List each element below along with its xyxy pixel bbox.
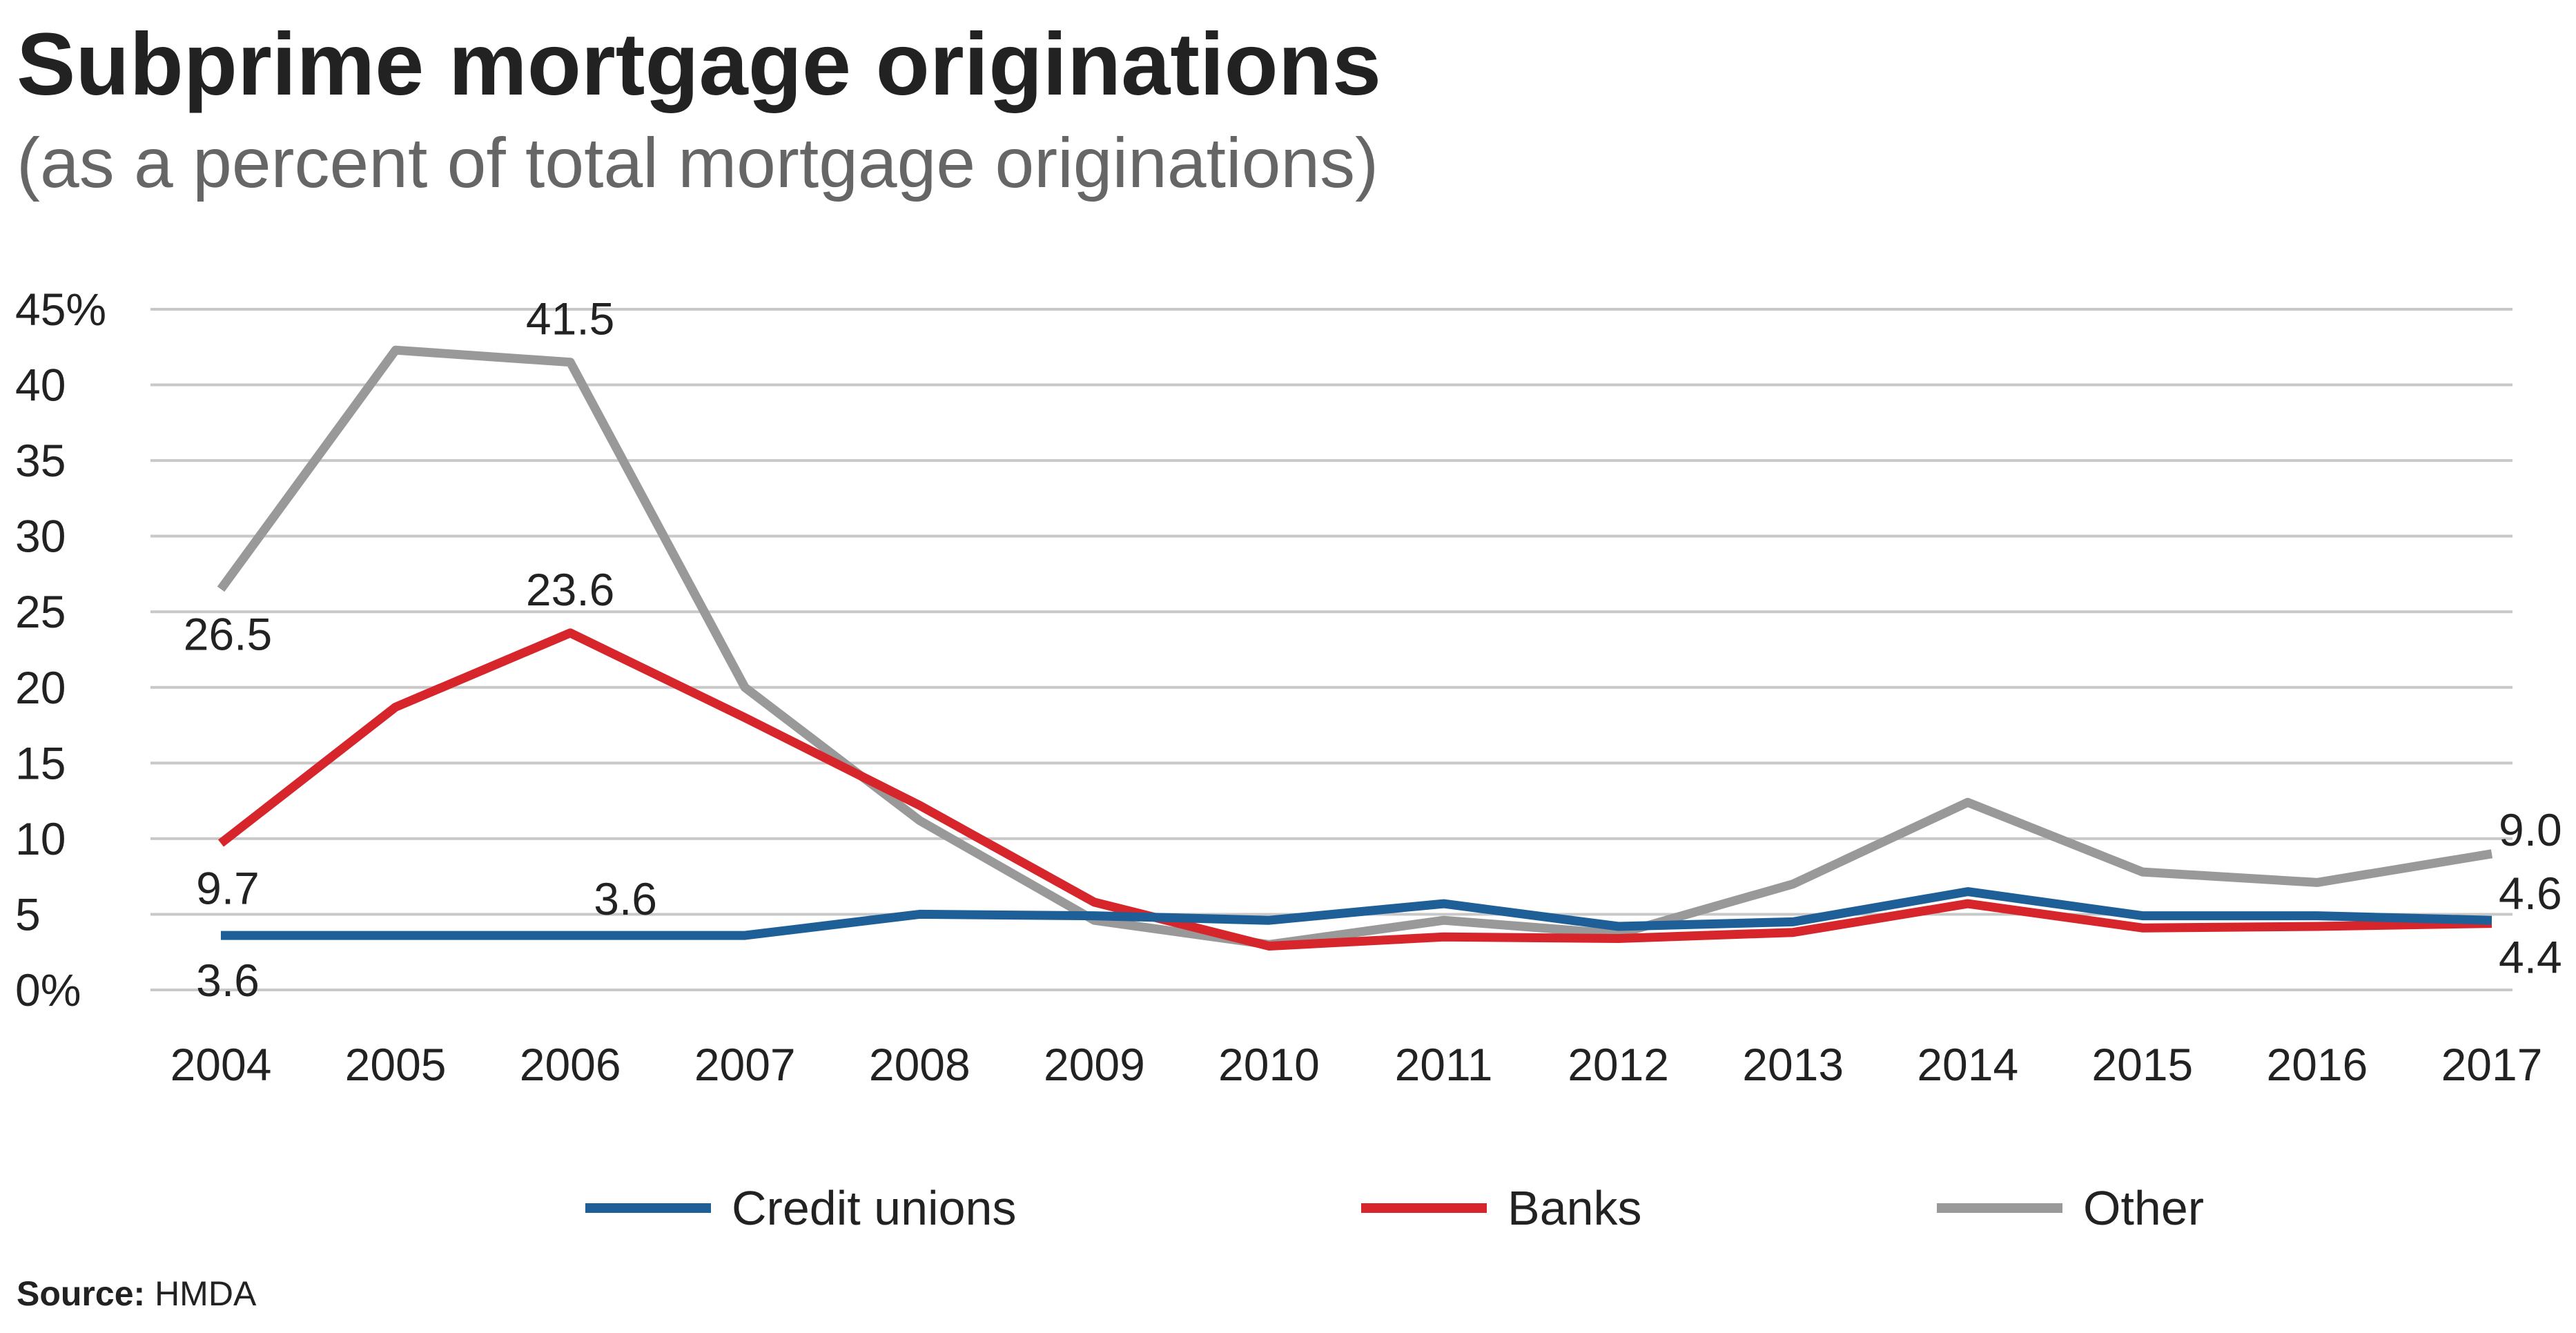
- x-tick-label-2005: 2005: [345, 1039, 447, 1090]
- legend-label-credit-unions: Credit unions: [732, 1181, 1017, 1235]
- x-tick-label-2011: 2011: [1395, 1039, 1493, 1090]
- x-tick-label-2010: 2010: [1218, 1039, 1320, 1090]
- x-tick-label-2015: 2015: [2091, 1039, 2193, 1090]
- y-tick-label-25: 25: [15, 586, 66, 637]
- x-axis-tick-labels: 2004 2005 2006 2007 2008 2009 2010 2011 2012 2013…: [170, 1039, 2543, 1090]
- data-label-other-2004: 26.5: [184, 608, 272, 659]
- y-tick-label-10: 10: [15, 813, 66, 864]
- grid-lines: [150, 308, 2512, 991]
- data-label-credit-unions-2017: 4.6: [2499, 868, 2562, 919]
- y-axis-tick-labels: 45% 40 35 30 25 20 15 10 5 0%: [15, 284, 106, 1015]
- source-label: Source:: [17, 1274, 146, 1313]
- data-labels: 26.5 41.5 9.0 23.6 9.7 4.4 3.6 3.6 4.6: [184, 293, 2562, 1006]
- x-tick-label-2017: 2017: [2441, 1039, 2543, 1090]
- y-tick-label-45: 45%: [15, 284, 106, 335]
- x-tick-label-2006: 2006: [520, 1039, 621, 1090]
- series-line-credit-unions: [221, 887, 2492, 940]
- legend-swatch-other: [1937, 1203, 2062, 1213]
- data-label-other-2006: 41.5: [526, 293, 614, 344]
- x-tick-label-2009: 2009: [1044, 1039, 1145, 1090]
- chart-subtitle: (as a percent of total mortgage originat…: [17, 124, 1379, 202]
- y-tick-label-35: 35: [15, 435, 66, 486]
- x-tick-label-2012: 2012: [1568, 1039, 1669, 1090]
- data-label-banks-2017: 4.4: [2499, 932, 2562, 983]
- x-tick-label-2014: 2014: [1917, 1039, 2018, 1090]
- x-tick-label-2016: 2016: [2267, 1039, 2368, 1090]
- x-tick-label-2013: 2013: [1742, 1039, 1844, 1090]
- legend: Credit unions Banks Other: [0, 1174, 2576, 1243]
- y-tick-label-15: 15: [15, 737, 66, 788]
- legend-item-credit-unions: Credit unions: [585, 1174, 1016, 1243]
- source-note: Source: HMDA: [17, 1274, 256, 1314]
- data-label-banks-2004: 9.7: [196, 862, 260, 913]
- legend-swatch-banks: [1361, 1203, 1487, 1213]
- data-label-credit-unions-2004: 3.6: [196, 955, 260, 1006]
- x-tick-label-2008: 2008: [869, 1039, 970, 1090]
- legend-item-other: Other: [1937, 1174, 2204, 1243]
- y-tick-label-40: 40: [15, 360, 66, 411]
- legend-label-other: Other: [2083, 1181, 2205, 1235]
- series-line-other: [217, 345, 2493, 949]
- source-value: HMDA: [155, 1274, 257, 1313]
- y-tick-label-30: 30: [15, 511, 66, 562]
- y-tick-label-0: 0%: [15, 964, 81, 1015]
- y-tick-label-20: 20: [15, 662, 66, 713]
- legend-swatch-credit-unions: [585, 1203, 711, 1213]
- legend-item-banks: Banks: [1361, 1174, 1642, 1243]
- series-lines: [217, 345, 2493, 951]
- data-label-credit-unions-2006: 3.6: [594, 873, 657, 924]
- chart-title: Subprime mortgage originations: [17, 15, 1382, 114]
- data-label-banks-2006: 23.6: [526, 564, 614, 615]
- series-line-banks: [218, 628, 2492, 951]
- legend-label-banks: Banks: [1507, 1181, 1642, 1235]
- x-tick-label-2004: 2004: [170, 1039, 272, 1090]
- data-label-other-2017: 9.0: [2499, 804, 2562, 855]
- x-tick-label-2007: 2007: [694, 1039, 796, 1090]
- y-tick-label-5: 5: [15, 888, 41, 940]
